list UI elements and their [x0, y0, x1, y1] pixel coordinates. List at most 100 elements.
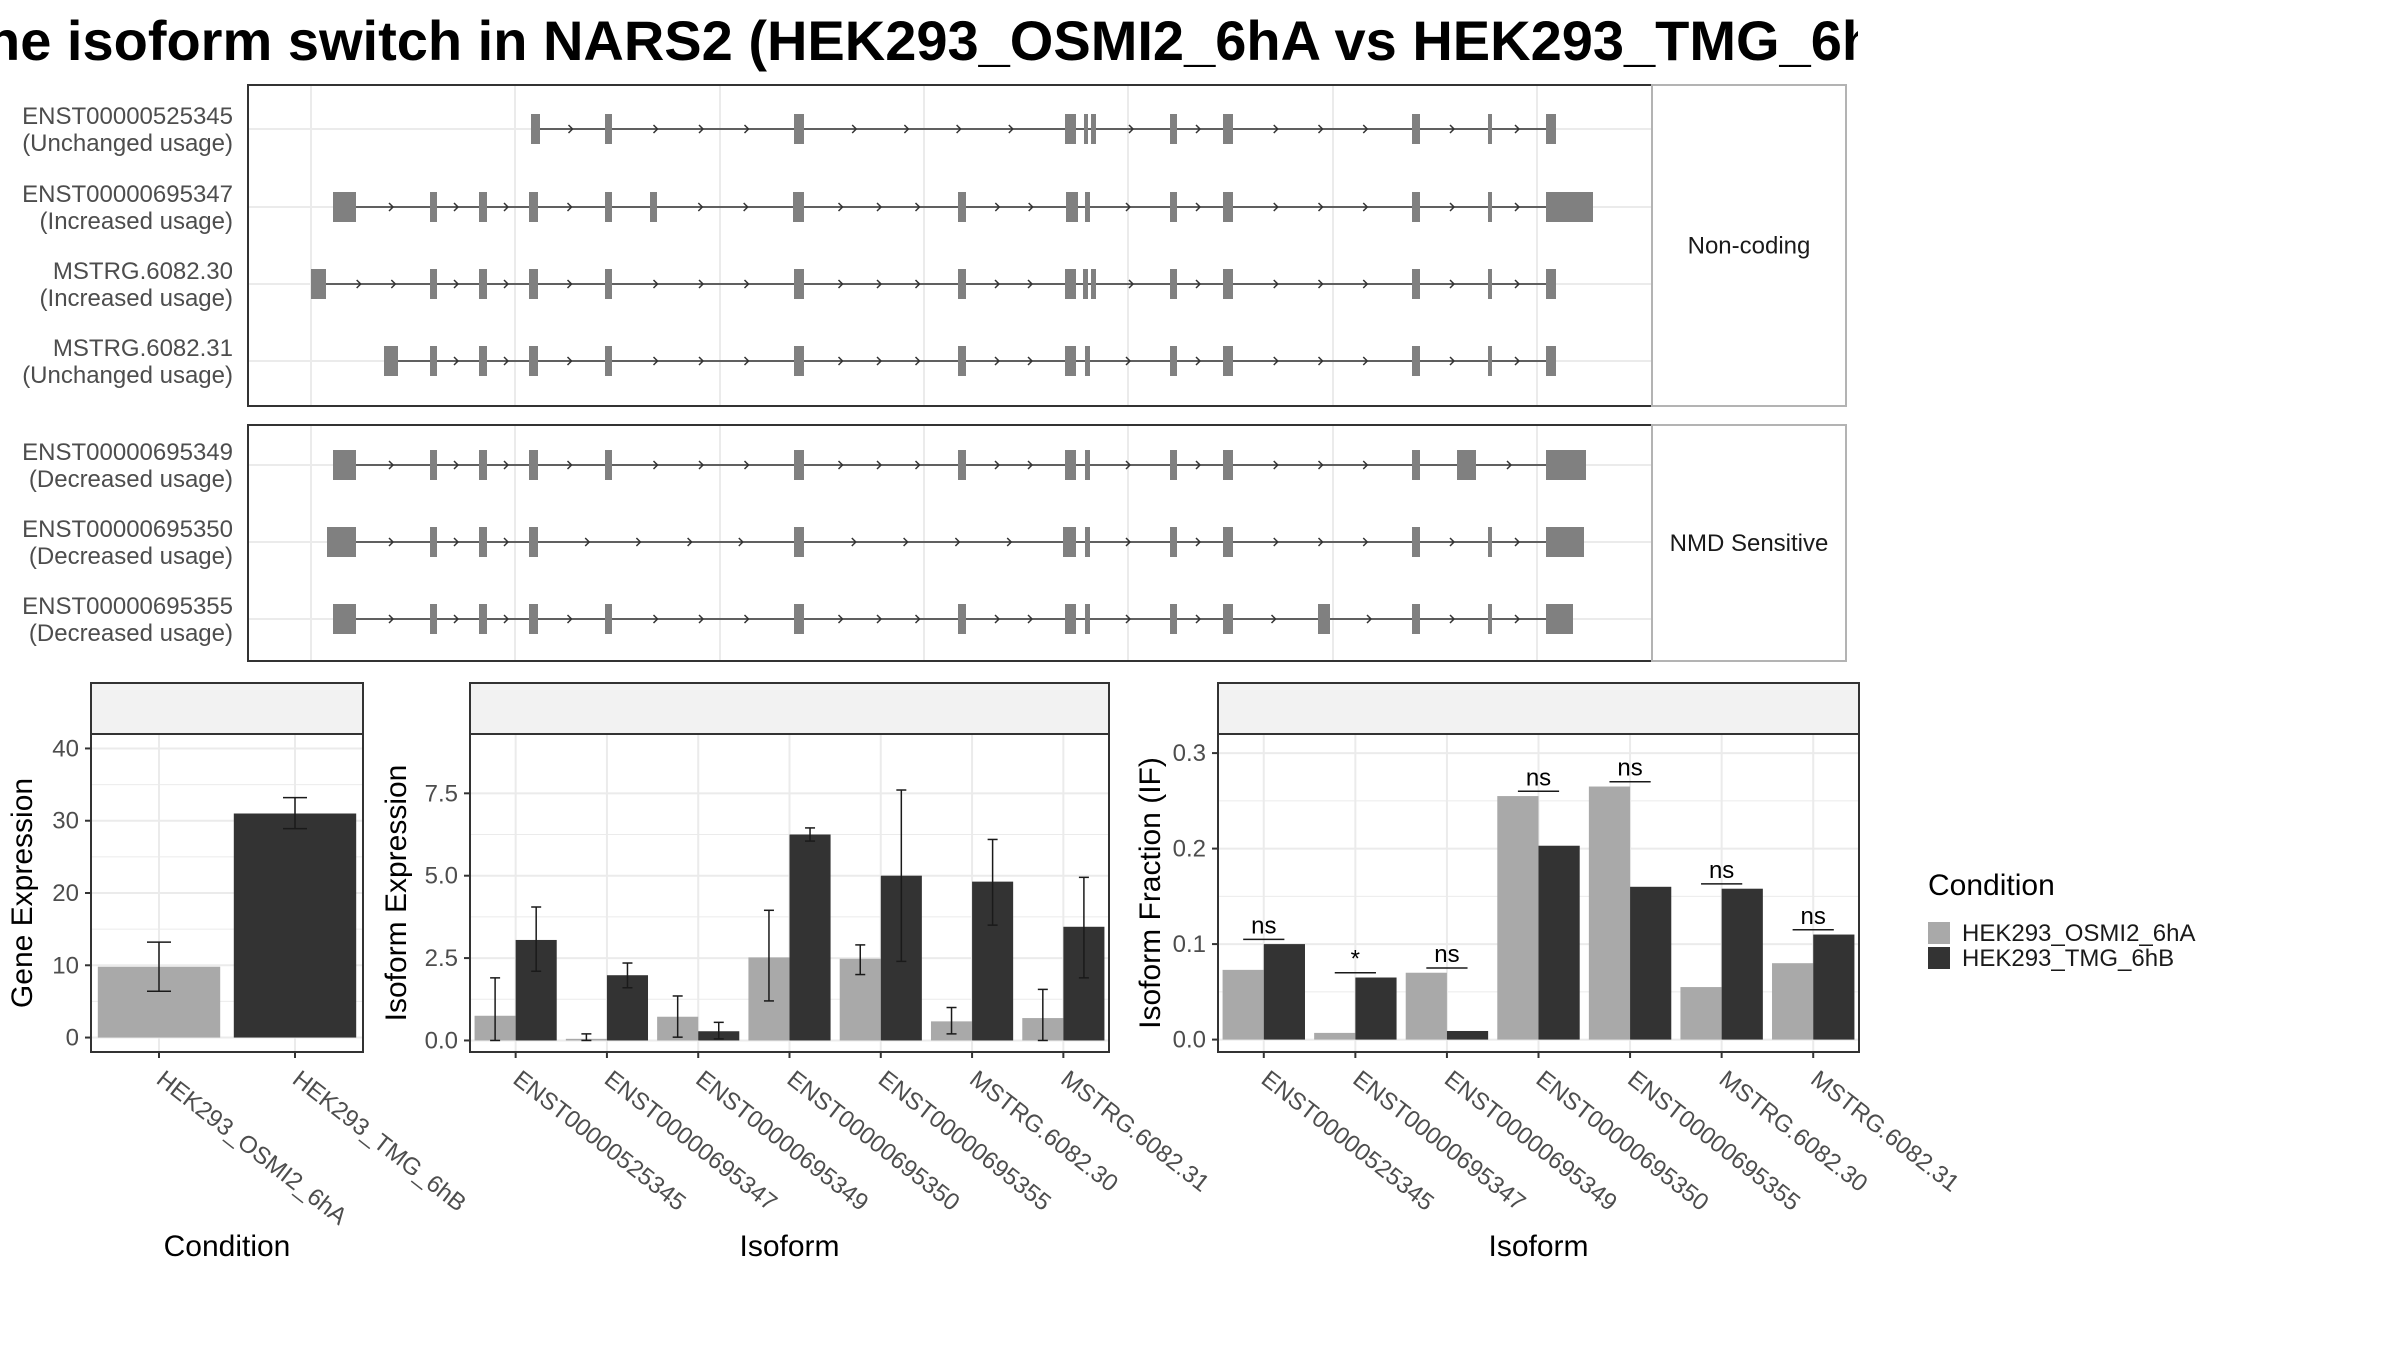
panel-strip-label: Non-coding	[1688, 233, 1811, 260]
exon-block	[430, 450, 437, 480]
intron-arrow	[738, 537, 744, 547]
exon-block	[1546, 346, 1556, 376]
transcript-panel-border	[247, 84, 1653, 407]
exon-block	[333, 604, 345, 634]
exon-block	[1412, 450, 1420, 480]
intron-arrow	[1514, 537, 1521, 547]
intron-arrow	[503, 614, 510, 624]
legend-title: Condition	[1928, 869, 2055, 902]
exon-block	[327, 527, 344, 557]
y-tick-label: 40	[52, 735, 79, 762]
significance-label: ns	[1709, 857, 1734, 884]
intron-arrow	[914, 614, 921, 624]
exon-block	[333, 450, 347, 480]
intron-arrow	[837, 614, 844, 624]
exon-block	[1412, 269, 1420, 299]
y-axis-title: Isoform Expression	[380, 765, 413, 1022]
intron-arrow	[652, 614, 659, 624]
exon-block	[1065, 604, 1076, 634]
x-tick-label: ENST00000695349	[1439, 1065, 1622, 1216]
exon-block	[1412, 346, 1420, 376]
exon-block	[531, 114, 540, 144]
intron-arrow	[1317, 537, 1324, 547]
transcript-id-label: ENST00000695349	[22, 439, 233, 466]
intron-arrow	[914, 279, 921, 289]
isoform-bar	[1588, 786, 1631, 1040]
intron-arrow	[1128, 279, 1135, 289]
exon-block	[1546, 269, 1556, 299]
intron-arrow	[1273, 537, 1279, 547]
intron-arrow	[698, 356, 705, 366]
intron-arrow	[876, 279, 883, 289]
exon-block	[605, 450, 612, 480]
intron-arrow	[566, 202, 573, 212]
exon-block	[1085, 527, 1090, 557]
transcript-usage-label: (Decreased usage)	[29, 466, 233, 493]
intron-arrow	[837, 279, 844, 289]
significance-label: *	[1351, 946, 1360, 973]
intron-arrow	[698, 124, 705, 134]
x-tick-label: ENST00000695349	[691, 1065, 874, 1216]
intron-arrow	[1362, 356, 1369, 366]
intron-arrow	[453, 614, 460, 624]
intron-arrow	[903, 537, 909, 547]
exon-block	[800, 192, 804, 222]
exon-block	[794, 269, 804, 299]
x-tick-label: ENST00000695355	[1622, 1065, 1805, 1216]
exon-block	[430, 192, 437, 222]
intron-arrow	[743, 356, 750, 366]
exon-block	[605, 269, 612, 299]
intron-arrow	[1506, 460, 1513, 470]
intron-arrow	[837, 202, 844, 212]
intron-arrow	[1317, 460, 1324, 470]
intron-arrow	[1514, 124, 1521, 134]
x-tick-label: MSTRG.6082.31	[1056, 1065, 1215, 1197]
intron-arrow	[356, 279, 362, 289]
intron-arrow	[1270, 614, 1277, 624]
exon-block	[345, 604, 356, 634]
x-tick-label: ENST00000695350	[782, 1065, 965, 1216]
exon-block	[1546, 450, 1586, 480]
exon-block	[794, 527, 804, 557]
intron-arrow	[837, 460, 844, 470]
intron-arrow	[503, 460, 510, 470]
exon-block	[1488, 114, 1492, 144]
intron-arrow	[876, 356, 883, 366]
isoform-bar	[1813, 934, 1855, 1040]
intron-arrow	[956, 124, 962, 134]
panel-strip-label: NMD Sensitive	[1670, 530, 1829, 557]
x-axis-title: Isoform	[1488, 1230, 1588, 1263]
transcript-id-label: MSTRG.6082.31	[53, 335, 233, 362]
exon-block	[1084, 114, 1088, 144]
intron-arrow	[652, 124, 659, 134]
intron-arrow	[503, 537, 510, 547]
exon-block	[794, 346, 804, 376]
isoform-bar	[1497, 796, 1539, 1040]
transcript-usage-label: (Decreased usage)	[29, 543, 233, 570]
intron-arrow	[1449, 279, 1456, 289]
exon-block	[430, 346, 437, 376]
intron-arrow	[1125, 356, 1132, 366]
exon-block	[1085, 450, 1090, 480]
x-axis-title: Isoform	[739, 1230, 839, 1263]
transcript-id-label: ENST00000695347	[22, 181, 233, 208]
exon-block	[958, 604, 966, 634]
y-tick-label: 2.5	[425, 945, 458, 972]
exon-block	[311, 269, 326, 299]
intron-arrow	[994, 460, 1001, 470]
exon-block	[605, 192, 612, 222]
exon-block	[958, 269, 966, 299]
intron-arrow	[743, 124, 750, 134]
intron-arrow	[1514, 356, 1521, 366]
exon-block	[430, 269, 437, 299]
significance-label: ns	[1617, 755, 1642, 782]
x-tick-label: MSTRG.6082.31	[1806, 1065, 1965, 1197]
y-tick-label: 10	[52, 952, 79, 979]
intron-arrow	[837, 356, 844, 366]
exon-block	[1546, 192, 1556, 222]
isoform-bar	[1538, 845, 1580, 1040]
exon-block	[958, 450, 966, 480]
exon-block	[1318, 604, 1324, 634]
figure-title: he isoform switch in NARS2 (HEK293_OSMI2…	[0, 9, 1858, 72]
